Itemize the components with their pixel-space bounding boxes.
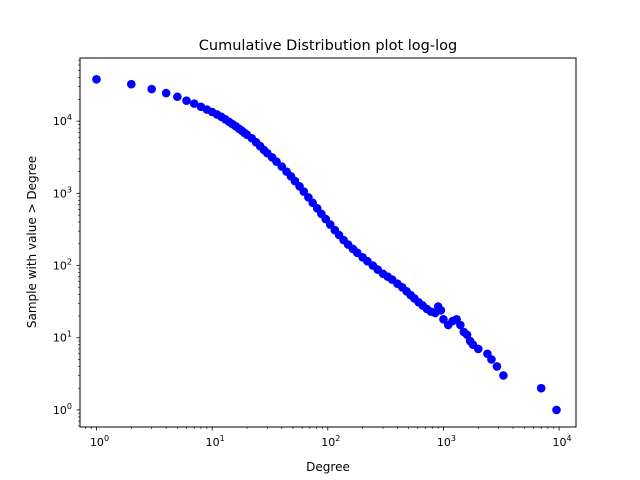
data-point: [173, 92, 182, 102]
data-point: [92, 75, 101, 84]
chart-title: Cumulative Distribution plot log-log: [199, 38, 457, 54]
tick-label: 101: [53, 330, 72, 345]
tick-label: 102: [53, 258, 72, 273]
x-axis-label: Degree: [306, 460, 350, 474]
data-point: [456, 320, 465, 330]
scatter-points: [92, 75, 561, 415]
data-point: [182, 96, 191, 106]
tick-label: 102: [321, 434, 340, 449]
data-point: [552, 405, 561, 415]
data-point: [189, 99, 199, 108]
data-point: [161, 88, 171, 98]
tick-label: 103: [53, 185, 72, 200]
data-point: [487, 355, 496, 364]
data-point: [536, 383, 546, 393]
data-point: [436, 305, 446, 315]
tick-label: 103: [437, 434, 456, 449]
data-point: [299, 187, 309, 196]
data-point: [473, 344, 483, 354]
tick-label: 101: [206, 434, 225, 449]
tick-label: 104: [53, 113, 72, 128]
tick-label: 104: [553, 434, 572, 449]
data-point: [499, 371, 508, 380]
data-point: [492, 362, 502, 371]
y-axis-label: Sample with value > Degree: [25, 156, 39, 328]
tick-label: 100: [53, 402, 72, 417]
data-point: [439, 315, 448, 324]
data-point: [127, 79, 136, 89]
data-point: [147, 84, 156, 94]
tick-label: 100: [90, 434, 109, 449]
axis-ticks: 100 101 102 103 104 100 101 102 103 104: [53, 59, 572, 449]
